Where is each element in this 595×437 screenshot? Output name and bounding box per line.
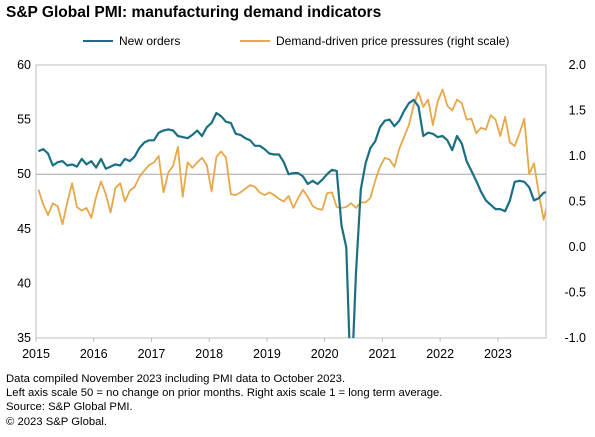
- y-tick-right-label: 0.0: [569, 240, 586, 254]
- series-line-new-orders: [37, 98, 546, 338]
- x-tick-label: 2017: [138, 347, 166, 361]
- plot-frame: [35, 64, 547, 339]
- y-tick-left-label: 45: [17, 222, 31, 236]
- chart-legend: New orders Demand-driven price pressures…: [0, 34, 595, 52]
- footnote-copyright: © 2023 S&P Global.: [6, 415, 108, 428]
- x-tick-label: 2020: [311, 347, 339, 361]
- series-line-price-pressures: [37, 88, 546, 226]
- footnote-data-compiled: Data compiled November 2023 including PM…: [6, 373, 346, 385]
- legend-label-price-pressures: Demand-driven price pressures (right sca…: [276, 34, 510, 48]
- y-tick-left-label: 50: [17, 167, 31, 181]
- y-tick-right-label: -1.0: [564, 331, 586, 345]
- x-tick-label: 2015: [22, 347, 50, 361]
- y-tick-left-label: 35: [17, 331, 31, 345]
- legend-label-new-orders: New orders: [119, 34, 181, 48]
- x-tick-label: 2019: [253, 347, 281, 361]
- y-tick-right-label: 0.5: [569, 195, 586, 209]
- legend-item-price-pressures: Demand-driven price pressures (right sca…: [240, 34, 509, 48]
- x-tick-label: 2022: [426, 347, 454, 361]
- x-tick-label: 2023: [484, 347, 512, 361]
- x-tick-label: 2021: [369, 347, 397, 361]
- legend-item-new-orders: New orders: [83, 34, 180, 48]
- chart-title: S&P Global PMI: manufacturing demand ind…: [6, 4, 382, 21]
- y-tick-right-label: 1.5: [569, 104, 586, 118]
- y-tick-right-label: -0.5: [564, 286, 586, 300]
- x-tick-label: 2016: [80, 347, 108, 361]
- y-tick-left-label: 40: [17, 276, 31, 290]
- y-tick-right-label: 1.0: [569, 149, 586, 163]
- y-tick-right-label: 2.0: [569, 58, 586, 72]
- x-tick-label: 2018: [195, 347, 223, 361]
- footnote-axis-scale: Left axis scale 50 = no change on prior …: [6, 387, 443, 400]
- legend-swatch-new-orders: [83, 40, 113, 42]
- y-tick-left-label: 60: [17, 58, 31, 72]
- footnote-source: Source: S&P Global PMI.: [6, 401, 133, 414]
- footnotes: Data compiled November 2023 including PM…: [6, 372, 442, 429]
- legend-swatch-price-pressures: [240, 40, 270, 42]
- y-tick-left-label: 55: [17, 113, 31, 127]
